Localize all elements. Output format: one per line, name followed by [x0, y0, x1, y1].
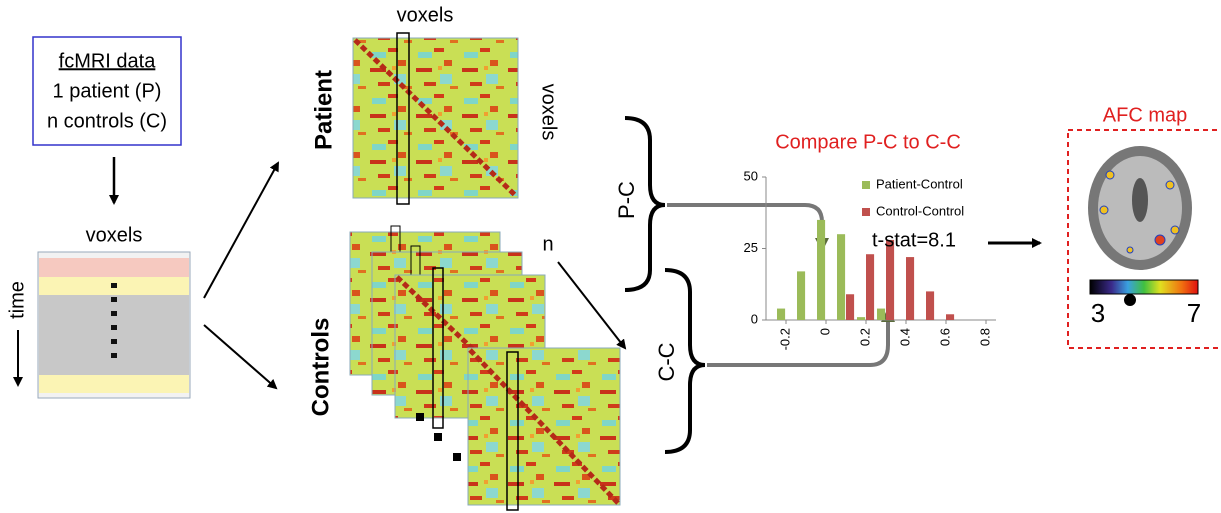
bar — [777, 309, 785, 320]
afc-title: AFC map — [1103, 104, 1187, 126]
circle — [1100, 206, 1108, 214]
ts-y-label: time — [6, 281, 28, 319]
legend-swatch — [862, 181, 870, 189]
ts-x-label: voxels — [86, 224, 143, 246]
rect — [111, 353, 117, 358]
legend-swatch — [862, 208, 870, 216]
controls-count: n — [542, 233, 553, 255]
ts-row — [39, 375, 189, 393]
rect — [111, 325, 117, 330]
brace-label: C-C — [654, 342, 679, 381]
colorbar-marker — [1124, 294, 1136, 306]
ts-row — [39, 295, 189, 375]
x-tick-label: 0.6 — [937, 328, 952, 346]
circle — [1127, 247, 1133, 253]
matrix-top-label: voxels — [397, 4, 454, 26]
histogram: 0 25 50 -0.2 0 0.2 0.4 0.6 0.8 Patient-Control Con… — [744, 168, 996, 350]
colorbar — [1090, 280, 1198, 294]
legend-label: Patient-Control — [876, 176, 963, 191]
bar — [877, 309, 885, 320]
rect — [111, 339, 117, 344]
bar — [846, 294, 854, 320]
bar — [866, 254, 874, 320]
patient-label: Patient — [310, 70, 337, 150]
arrow — [558, 262, 625, 348]
circle — [1166, 181, 1174, 189]
control-matrices — [350, 226, 620, 510]
x-tick-label: 0.8 — [977, 328, 992, 346]
annotation: t-stat=8.1 — [872, 229, 956, 251]
colorbar-min: 3 — [1091, 298, 1105, 328]
rect — [434, 433, 442, 441]
arrow — [204, 325, 276, 388]
bar — [946, 314, 954, 320]
rect — [111, 297, 117, 302]
ventricle — [1132, 178, 1148, 222]
colorbar-max: 7 — [1187, 298, 1201, 328]
box-line: 1 patient (P) — [53, 80, 162, 102]
x-tick-label: 0.2 — [857, 328, 872, 346]
controls-label: Controls — [307, 318, 334, 417]
rect — [111, 283, 117, 288]
box-line: fcMRI data — [59, 50, 157, 72]
circle — [1106, 171, 1114, 179]
bar — [817, 220, 825, 320]
bar — [857, 317, 865, 320]
x-tick-label: -0.2 — [777, 328, 792, 350]
legend-label: Control-Control — [876, 203, 964, 218]
y-tick-label: 0 — [751, 311, 758, 326]
circle — [1155, 235, 1165, 245]
rect — [453, 453, 461, 461]
ts-row — [39, 258, 189, 277]
matrix-side-label: voxels — [538, 84, 560, 141]
y-tick-label: 25 — [744, 240, 758, 255]
bar — [926, 291, 934, 320]
bar — [886, 240, 894, 320]
x-tick-label: 0.4 — [897, 328, 912, 346]
circle — [1171, 226, 1179, 234]
rect — [111, 311, 117, 316]
brace-label: P-C — [614, 181, 639, 219]
bar — [797, 271, 805, 320]
arrow — [204, 163, 278, 298]
x-tick-label: 0 — [817, 328, 832, 335]
chart-title: Compare P-C to C-C — [775, 131, 961, 153]
bar — [906, 257, 914, 320]
box-line: n controls (C) — [47, 110, 167, 132]
y-tick-label: 50 — [744, 168, 758, 183]
diagram: fcMRI data 1 patient (P) n controls (C) … — [0, 0, 1221, 513]
bar — [837, 234, 845, 320]
rect — [416, 413, 424, 421]
